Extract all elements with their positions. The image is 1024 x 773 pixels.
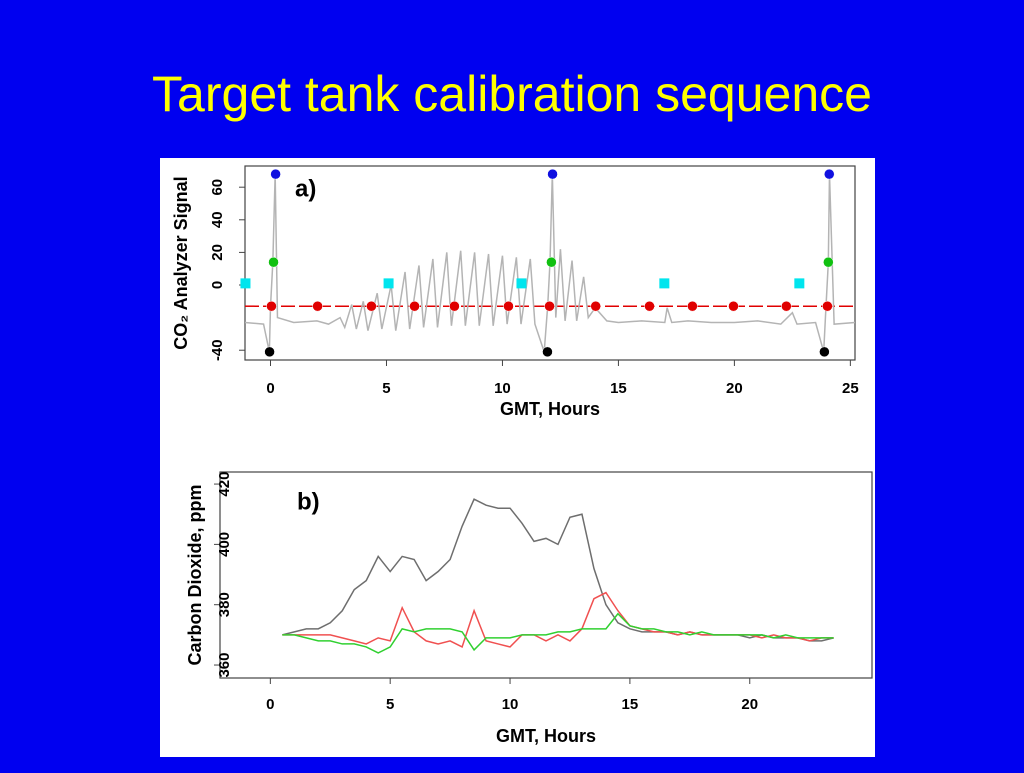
data-point xyxy=(644,300,655,312)
x-tick-label: 5 xyxy=(386,696,394,713)
data-square xyxy=(659,278,670,289)
y-tick-label: 380 xyxy=(216,592,233,617)
figure-panel xyxy=(160,158,875,757)
data-point xyxy=(781,300,792,312)
y-tick-label: -40 xyxy=(209,339,226,361)
x-tick-label: 5 xyxy=(382,380,390,397)
y-tick-label: 400 xyxy=(216,532,233,557)
data-square xyxy=(240,278,251,289)
y-axis-label: Carbon Dioxide, ppm xyxy=(185,484,205,665)
data-point xyxy=(312,300,323,312)
plot-frame xyxy=(219,471,873,679)
panel-label: b) xyxy=(297,488,320,515)
y-tick-label: 360 xyxy=(216,653,233,678)
x-tick-label: 25 xyxy=(842,380,859,397)
x-tick-label: 10 xyxy=(502,696,519,713)
data-point xyxy=(547,168,558,180)
x-tick-label: 10 xyxy=(494,380,511,397)
data-point xyxy=(366,300,377,312)
data-point xyxy=(590,300,601,312)
data-point xyxy=(819,346,830,358)
x-tick-label: 15 xyxy=(610,380,627,397)
data-point xyxy=(687,300,698,312)
x-tick-label: 20 xyxy=(726,380,743,397)
data-point xyxy=(542,346,553,358)
y-tick-label: 0 xyxy=(209,281,226,289)
data-square xyxy=(383,278,394,289)
data-point xyxy=(270,168,281,180)
x-tick-label: 20 xyxy=(741,696,758,713)
data-point xyxy=(268,256,279,268)
data-point xyxy=(728,300,739,312)
y-tick-label: 20 xyxy=(209,244,226,261)
data-point xyxy=(266,300,277,312)
plot-frame xyxy=(244,165,856,361)
data-square xyxy=(794,278,805,289)
x-axis-label: GMT, Hours xyxy=(500,399,600,419)
data-point xyxy=(822,300,833,312)
data-point xyxy=(546,256,557,268)
x-tick-label: 0 xyxy=(266,696,274,713)
x-tick-label: 0 xyxy=(266,380,274,397)
y-tick-label: 60 xyxy=(209,179,226,196)
slide-title: Target tank calibration sequence xyxy=(152,66,872,122)
y-tick-label: 40 xyxy=(209,211,226,228)
data-point xyxy=(503,300,514,312)
data-point xyxy=(824,168,835,180)
panel-label: a) xyxy=(295,175,316,202)
data-point xyxy=(823,256,834,268)
data-line xyxy=(244,174,856,353)
x-tick-label: 15 xyxy=(622,696,639,713)
data-line xyxy=(282,498,834,642)
data-point xyxy=(449,300,460,312)
data-point xyxy=(544,300,555,312)
y-axis-label: CO₂ Analyzer Signal xyxy=(171,176,191,349)
y-tick-label: 420 xyxy=(216,472,233,497)
x-axis-label: GMT, Hours xyxy=(496,726,596,746)
data-line xyxy=(282,612,834,654)
data-point xyxy=(264,346,275,358)
data-square xyxy=(516,278,527,289)
data-point xyxy=(409,300,420,312)
